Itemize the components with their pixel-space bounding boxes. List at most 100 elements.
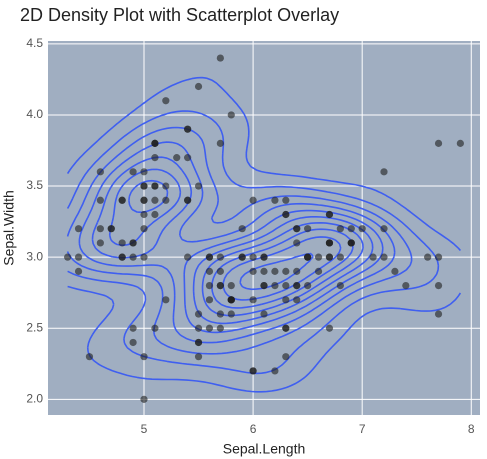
point [227, 111, 235, 119]
point [194, 324, 203, 332]
point [282, 324, 290, 332]
point [140, 196, 148, 204]
point [271, 281, 279, 290]
point [216, 253, 224, 261]
point [118, 196, 126, 204]
point [129, 324, 137, 332]
point [271, 267, 279, 275]
point [380, 253, 388, 261]
y-tick-label: 3.5 [26, 178, 43, 192]
point [260, 310, 268, 318]
point [402, 281, 410, 290]
point [293, 225, 301, 233]
density-contour [211, 228, 354, 309]
x-tick-label: 5 [141, 422, 148, 436]
point [314, 253, 323, 261]
point [227, 281, 235, 290]
x-axis-title: Sepal.Length [223, 441, 306, 457]
point [271, 196, 279, 204]
point [434, 281, 443, 290]
point [74, 253, 83, 261]
point [140, 168, 148, 176]
point [216, 54, 224, 62]
point [424, 253, 432, 261]
point [304, 253, 312, 261]
point [162, 196, 170, 204]
point [347, 239, 355, 247]
point [380, 225, 388, 233]
point [216, 310, 224, 318]
point [293, 239, 301, 247]
point [216, 281, 224, 290]
point [391, 267, 399, 275]
point [434, 310, 443, 318]
point [107, 225, 115, 233]
point [304, 225, 312, 233]
point [129, 338, 137, 347]
point [293, 281, 301, 290]
point [140, 353, 148, 361]
point [129, 168, 137, 176]
point [325, 324, 334, 332]
point [194, 182, 203, 190]
point [282, 267, 290, 275]
point [325, 253, 334, 261]
point [314, 267, 323, 275]
point [456, 139, 464, 147]
point [249, 196, 257, 204]
point [129, 239, 137, 247]
point [216, 324, 224, 332]
point [358, 225, 366, 233]
point [304, 281, 312, 290]
point [293, 267, 301, 275]
point [194, 82, 203, 91]
point [74, 267, 83, 275]
point [140, 210, 148, 219]
chart-title: 2D Density Plot with Scatterplot Overlay [20, 5, 339, 25]
point [184, 125, 192, 133]
point [194, 338, 203, 347]
point [434, 139, 443, 147]
point [249, 367, 257, 375]
point [205, 281, 214, 290]
point [184, 253, 192, 261]
point [140, 253, 148, 261]
point [380, 168, 388, 176]
density-contour [66, 110, 440, 375]
point [96, 239, 104, 247]
point [434, 253, 443, 261]
point [140, 395, 148, 403]
point [249, 267, 257, 275]
point [205, 267, 214, 275]
x-tick-label: 7 [359, 422, 366, 436]
point [118, 239, 126, 247]
point [151, 182, 159, 190]
point [96, 168, 104, 176]
point [151, 154, 159, 162]
x-tick-label: 6 [250, 422, 257, 436]
point [162, 97, 170, 105]
density-contour [108, 168, 374, 325]
point [140, 225, 148, 233]
point [64, 253, 72, 261]
y-tick-label: 4.5 [26, 36, 43, 50]
point [85, 353, 94, 361]
point [216, 139, 224, 147]
point [282, 210, 290, 219]
point [194, 353, 203, 361]
y-tick-label: 2.5 [26, 320, 43, 334]
point [282, 353, 290, 361]
point [129, 253, 137, 261]
point [282, 281, 290, 290]
density-contour [66, 76, 462, 393]
point [249, 296, 257, 304]
point [325, 239, 334, 247]
x-tick-label: 8 [468, 422, 475, 436]
point [205, 253, 214, 261]
point [216, 267, 224, 275]
point [238, 253, 246, 261]
point [249, 253, 257, 261]
point [271, 367, 279, 375]
point [238, 225, 246, 233]
